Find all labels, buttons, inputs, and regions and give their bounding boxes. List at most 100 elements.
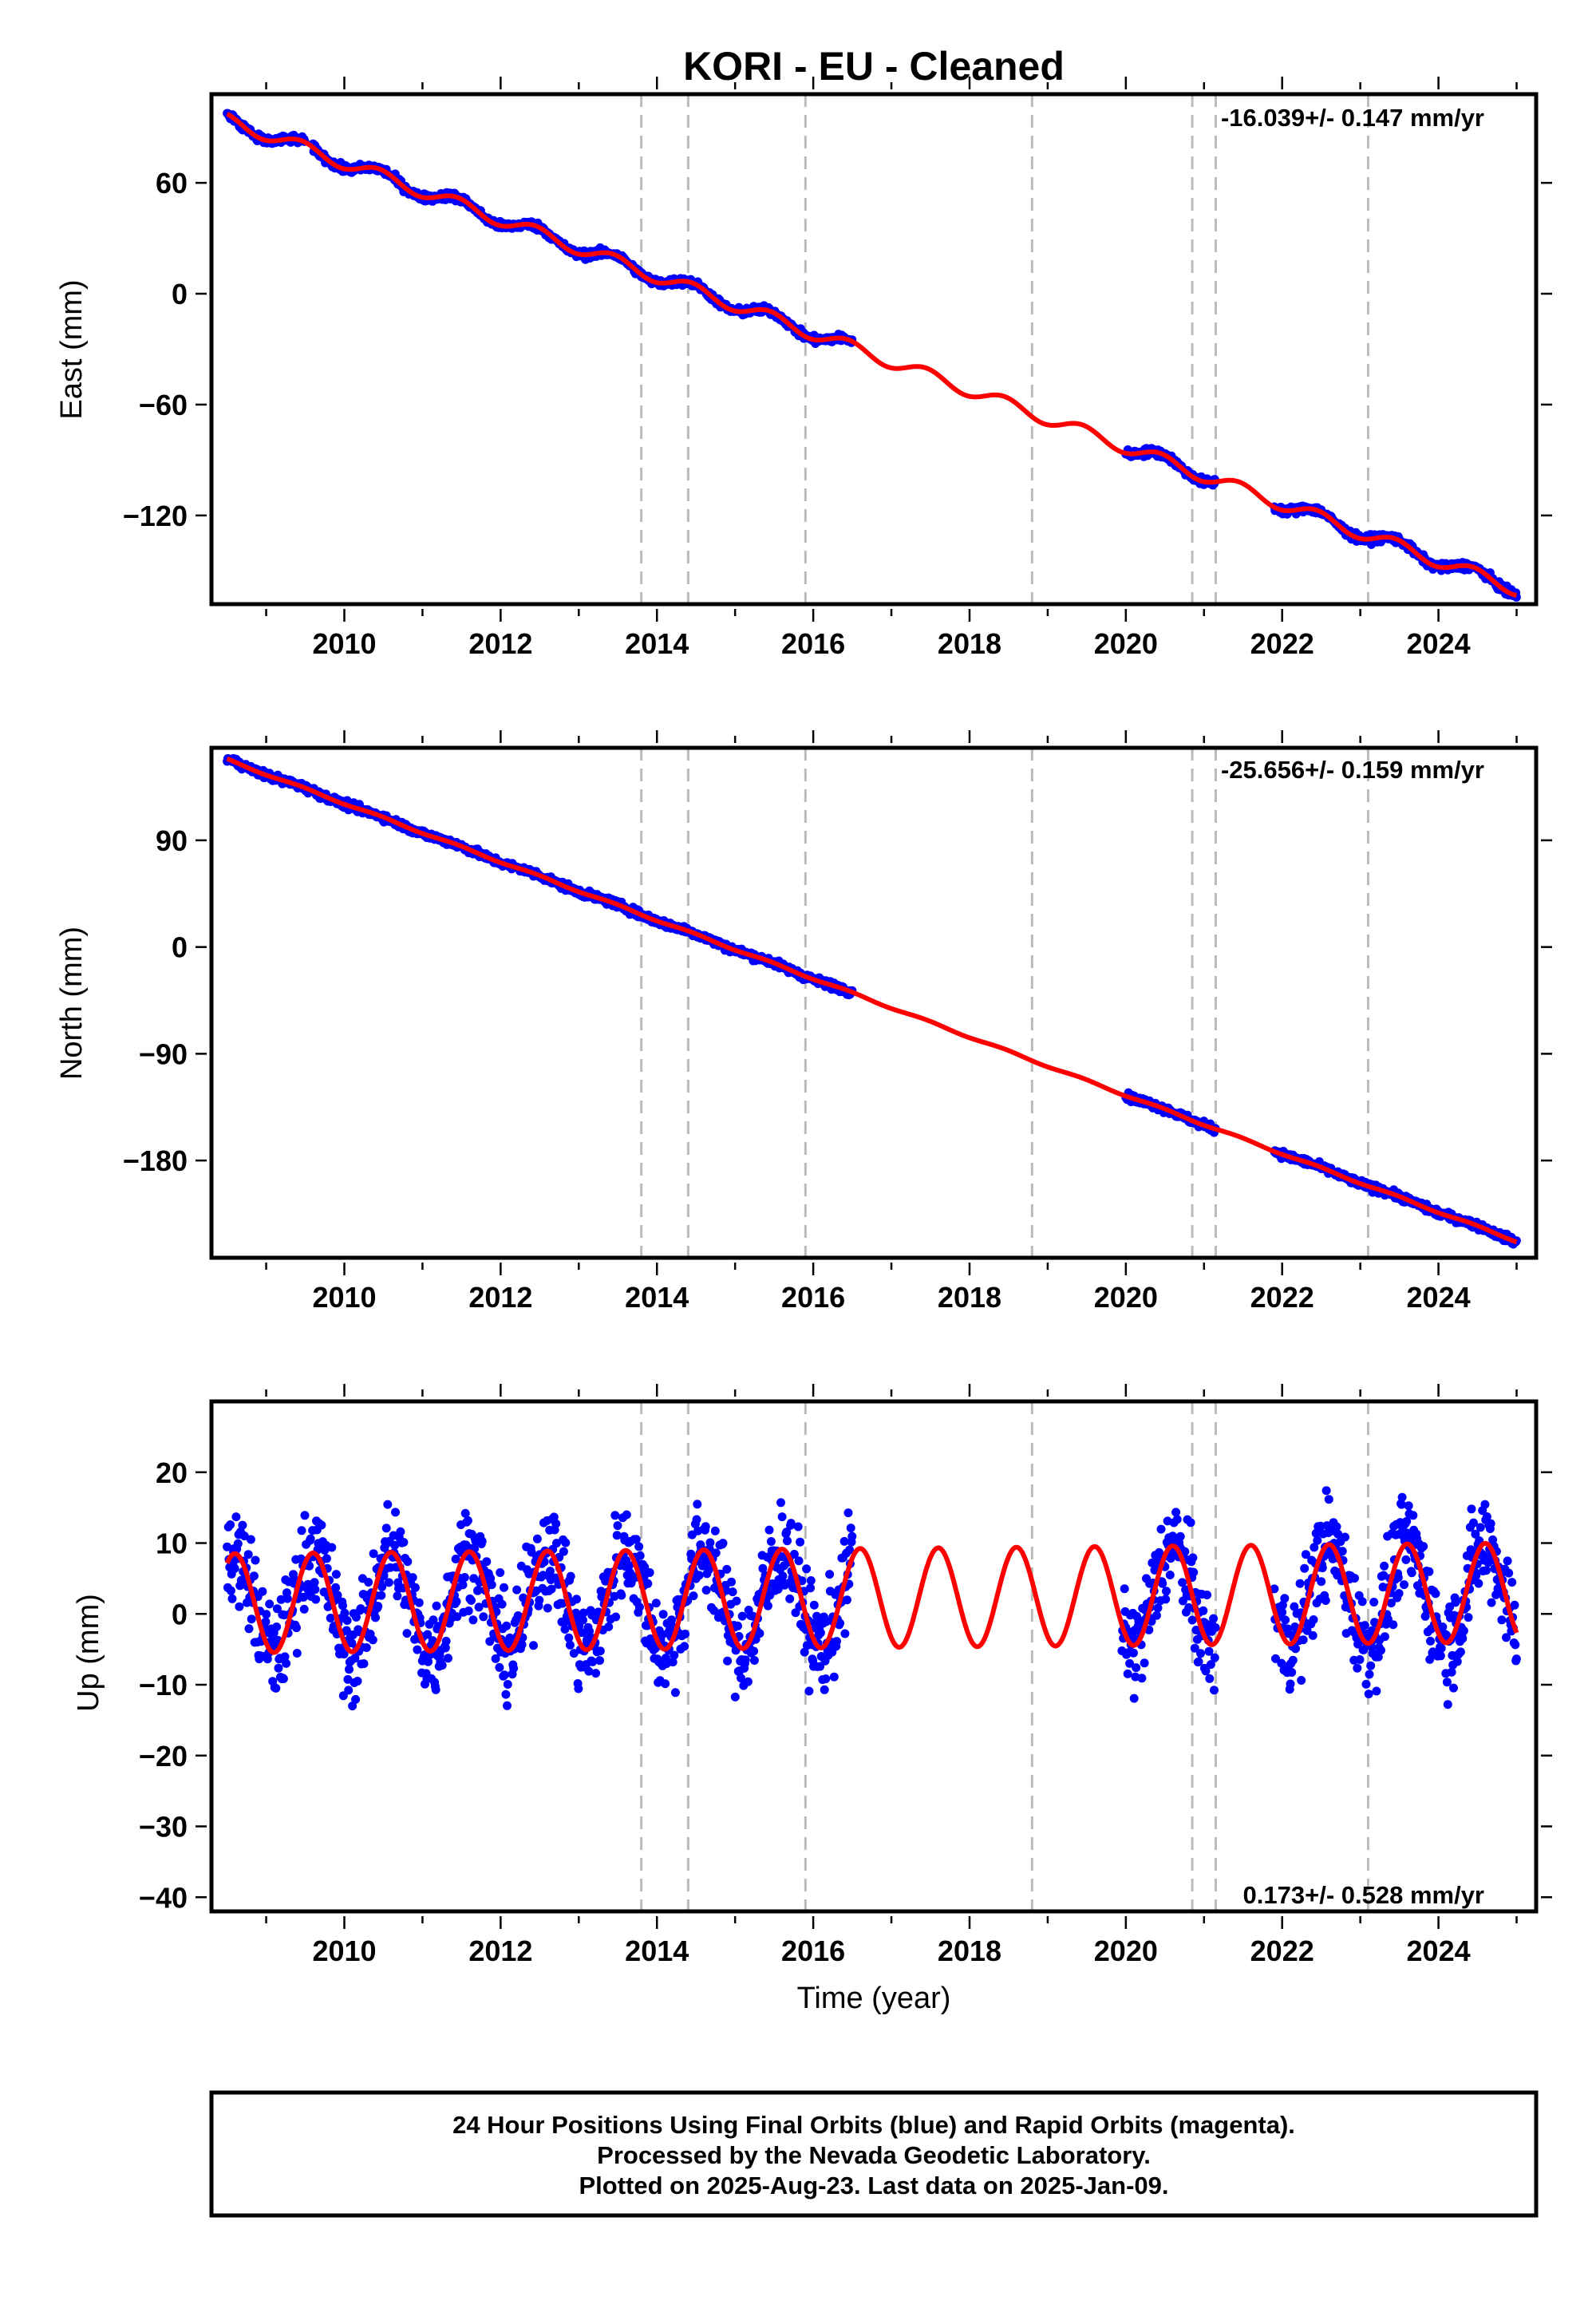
up-plot-area — [211, 1401, 1536, 1911]
up-data-point — [262, 1610, 271, 1619]
up-data-point — [1486, 1519, 1495, 1528]
up-data-point — [1211, 1622, 1220, 1632]
up-data-point — [495, 1662, 504, 1672]
up-data-point — [1389, 1620, 1398, 1630]
up-data-point — [749, 1646, 759, 1656]
up-data-point — [247, 1614, 256, 1624]
up-data-point — [300, 1511, 310, 1520]
up-data-point — [342, 1616, 352, 1625]
up-data-point — [361, 1643, 371, 1652]
up-data-point — [741, 1655, 750, 1665]
up-data-point — [1165, 1571, 1175, 1579]
up-data-point — [353, 1677, 362, 1686]
up-data-point — [692, 1515, 701, 1524]
east-axis-label: East (mm) — [55, 279, 89, 419]
up-data-point — [561, 1538, 571, 1547]
up-data-point — [1452, 1657, 1462, 1666]
up-data-point — [711, 1548, 721, 1558]
up-data-point — [1161, 1595, 1171, 1604]
up-data-point — [1175, 1531, 1185, 1541]
up-data-point — [710, 1526, 720, 1535]
up-data-point — [1317, 1577, 1326, 1587]
up-data-point — [1300, 1563, 1310, 1573]
up-data-point — [1209, 1614, 1219, 1623]
up-data-point — [444, 1654, 452, 1663]
up-data-point — [1199, 1606, 1208, 1615]
up-data-point — [566, 1571, 575, 1581]
up-data-point — [1366, 1661, 1376, 1670]
up-data-point — [1480, 1500, 1490, 1509]
up-data-point — [468, 1615, 478, 1625]
up-data-point — [670, 1650, 679, 1660]
up-data-point — [322, 1554, 331, 1563]
up-data-point — [377, 1591, 386, 1600]
up-data-point — [764, 1525, 774, 1535]
up-x-tick-label: 2010 — [312, 1935, 376, 1967]
up-data-point — [271, 1683, 281, 1693]
up-data-point — [1504, 1568, 1514, 1578]
up-data-point — [503, 1701, 512, 1710]
up-data-point — [718, 1539, 728, 1548]
up-data-point — [816, 1628, 825, 1638]
up-data-point — [351, 1694, 361, 1704]
up-data-point — [681, 1630, 689, 1638]
up-data-point — [1401, 1555, 1411, 1564]
up-data-point — [1394, 1589, 1404, 1599]
up-data-point — [733, 1621, 742, 1630]
north-y-tick-label: −90 — [139, 1037, 188, 1070]
up-data-point — [1152, 1611, 1161, 1620]
up-data-point — [487, 1580, 496, 1590]
up-data-point — [431, 1685, 440, 1694]
up-data-point — [1511, 1654, 1521, 1664]
up-data-point — [403, 1557, 413, 1567]
up-data-point — [230, 1563, 239, 1573]
up-data-point — [1286, 1679, 1295, 1689]
north-x-tick-label: 2010 — [312, 1281, 376, 1314]
up-data-point — [743, 1677, 753, 1686]
up-y-tick-label: −30 — [139, 1811, 188, 1844]
up-data-point — [458, 1580, 468, 1590]
up-data-point — [282, 1658, 291, 1668]
time-axis-label: Time (year) — [797, 1982, 951, 2015]
up-data-point — [500, 1670, 509, 1680]
up-data-point — [479, 1612, 488, 1622]
up-data-point — [408, 1573, 417, 1583]
up-y-tick-label: −40 — [139, 1881, 188, 1914]
up-data-point — [776, 1498, 785, 1508]
up-x-tick-label: 2022 — [1250, 1935, 1314, 1967]
north-y-tick-label: 0 — [172, 931, 188, 964]
up-data-point — [1436, 1651, 1445, 1661]
up-data-point — [1380, 1561, 1389, 1571]
up-data-point — [680, 1642, 689, 1651]
up-data-point — [591, 1669, 601, 1678]
up-data-point — [1459, 1626, 1468, 1635]
up-x-tick-label: 2020 — [1094, 1935, 1158, 1967]
up-data-point — [1487, 1598, 1496, 1607]
up-data-point — [755, 1629, 764, 1638]
up-data-point — [804, 1686, 814, 1696]
up-data-point — [821, 1674, 831, 1684]
up-data-point — [806, 1583, 815, 1593]
up-data-point — [1341, 1532, 1349, 1542]
up-data-point — [1400, 1580, 1408, 1590]
north-x-tick-label: 2014 — [625, 1281, 689, 1314]
up-data-point — [251, 1555, 260, 1565]
up-data-point — [1511, 1640, 1520, 1650]
up-data-point — [1458, 1634, 1468, 1643]
up-data-point — [1295, 1579, 1305, 1588]
up-data-point — [477, 1536, 487, 1546]
up-data-point — [1424, 1567, 1434, 1576]
up-data-point — [1404, 1501, 1413, 1511]
up-data-point — [705, 1538, 715, 1547]
up-data-point — [1451, 1598, 1460, 1607]
up-data-point — [560, 1625, 570, 1634]
up-data-point — [1361, 1679, 1371, 1689]
up-data-point — [463, 1516, 472, 1525]
up-data-point — [373, 1602, 383, 1611]
up-data-point — [1156, 1524, 1166, 1534]
up-data-point — [1357, 1597, 1367, 1607]
up-data-point — [1321, 1486, 1331, 1496]
up-data-point — [414, 1598, 424, 1607]
up-data-point — [820, 1685, 829, 1694]
up-data-point — [503, 1680, 512, 1689]
